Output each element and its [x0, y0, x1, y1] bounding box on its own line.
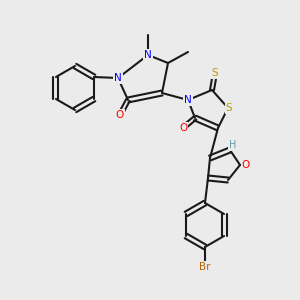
Text: Br: Br: [199, 262, 211, 272]
Text: N: N: [144, 50, 152, 60]
Text: S: S: [212, 68, 218, 78]
Text: S: S: [226, 103, 232, 113]
Text: N: N: [114, 73, 122, 83]
Text: N: N: [184, 95, 192, 105]
Text: O: O: [116, 110, 124, 120]
Text: H: H: [229, 140, 237, 150]
Text: O: O: [179, 123, 187, 133]
Text: O: O: [242, 160, 250, 170]
